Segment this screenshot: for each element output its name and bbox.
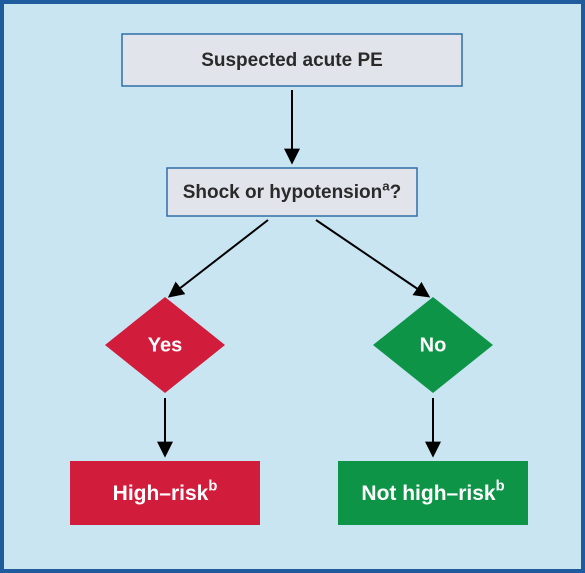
node-title: Suspected acute PE [122,34,462,86]
node-label: Shock or hypotensiona? [183,178,402,203]
node-high: High–riskb [70,461,260,525]
node-label: Not high–riskb [361,479,504,505]
node-question: Shock or hypotensiona? [167,168,417,216]
node-label: High–riskb [113,479,218,505]
title-label: Suspected acute PE [201,50,383,71]
node-nothigh: Not high–riskb [338,461,528,525]
no-label: No [420,334,447,356]
yes-label: Yes [148,334,182,356]
